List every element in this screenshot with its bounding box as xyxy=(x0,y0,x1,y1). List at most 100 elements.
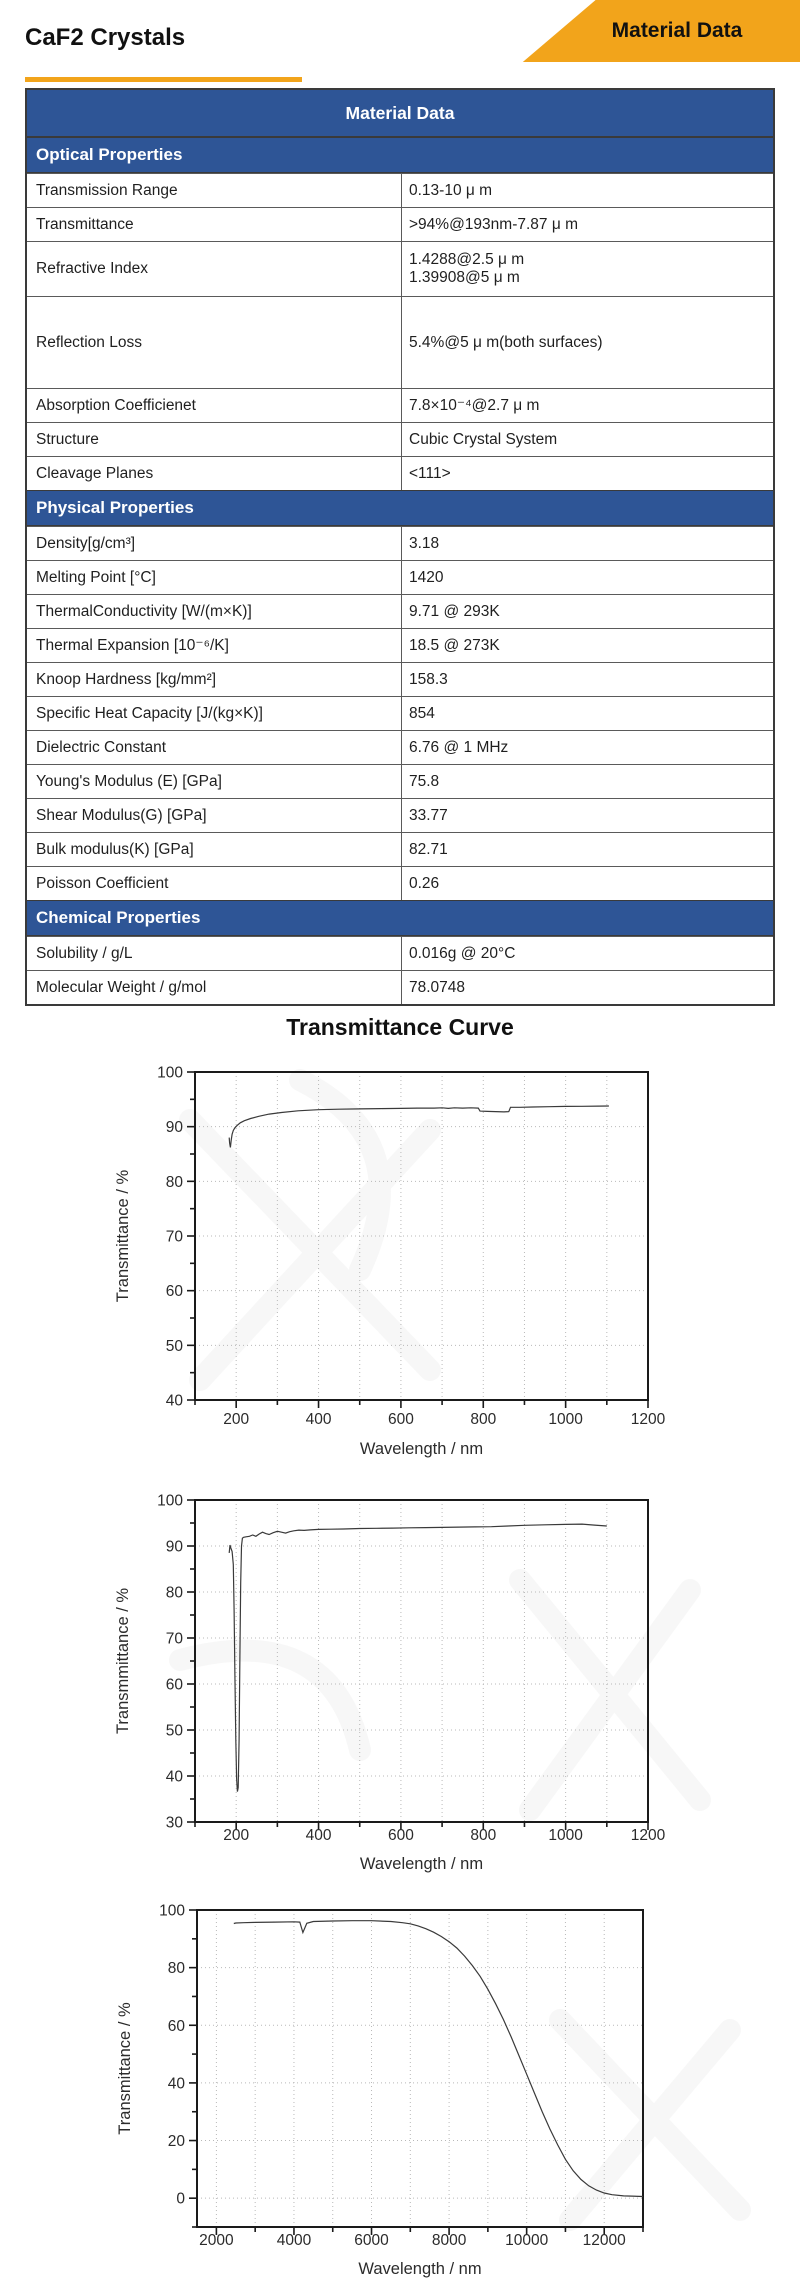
table-row-specific-heat-capacity-j-kg-k: Specific Heat Capacity [J/(kg×K)] 854 xyxy=(27,696,773,730)
row-label: ThermalConductivity [W/(m×K)] xyxy=(27,595,402,628)
svg-text:200: 200 xyxy=(223,1411,249,1428)
corner-ribbon: Material Data xyxy=(522,0,800,62)
row-value: 82.71 xyxy=(409,840,448,858)
row-label: Transmission Range xyxy=(27,174,402,207)
row-value: 78.0748 xyxy=(409,978,466,996)
svg-text:40: 40 xyxy=(166,1769,184,1786)
row-label: Bulk modulus(K) [GPa] xyxy=(27,833,402,866)
row-label: Thermal Expansion [10⁻⁶/K] xyxy=(27,629,402,662)
svg-text:8000: 8000 xyxy=(432,2232,467,2249)
row-value: 3.18 xyxy=(409,534,440,552)
row-label: Molecular Weight / g/mol xyxy=(27,971,402,1004)
x-axis-title: Wavelength / nm xyxy=(360,1855,483,1873)
svg-text:200: 200 xyxy=(223,1827,249,1844)
svg-text:400: 400 xyxy=(306,1827,332,1844)
y-axis-title: Transmmittance / % xyxy=(114,1588,132,1734)
table-row-transmission-range: Transmission Range 0.13-10 μ m xyxy=(27,173,773,207)
svg-text:1000: 1000 xyxy=(548,1411,583,1428)
svg-text:50: 50 xyxy=(166,1338,184,1355)
row-value: <111> xyxy=(409,464,451,482)
table-row-bulk-modulus-k-gpa: Bulk modulus(K) [GPa] 82.71 xyxy=(27,832,773,866)
chart-canvas-2: 200 400 600 800 1000 1200 30 40 50 60 70 80 90 100 Wav… xyxy=(114,1493,666,1874)
table-row-knoop-hardness-kg-mm: Knoop Hardness [kg/mm²] 158.3 xyxy=(27,662,773,696)
row-label: Shear Modulus(G) [GPa] xyxy=(27,799,402,832)
svg-text:70: 70 xyxy=(166,1229,184,1246)
table-row-shear-modulus-g-gpa: Shear Modulus(G) [GPa] 33.77 xyxy=(27,798,773,832)
table-row-structure: Structure Cubic Crystal System xyxy=(27,422,773,456)
svg-text:40: 40 xyxy=(166,1393,184,1410)
row-label: Young's Modulus (E) [GPa] xyxy=(27,765,402,798)
y-axis-title: Transmittance / % xyxy=(114,1170,132,1303)
svg-text:90: 90 xyxy=(166,1539,184,1556)
svg-text:100: 100 xyxy=(157,1065,183,1082)
svg-text:60: 60 xyxy=(166,1677,184,1694)
svg-text:100: 100 xyxy=(157,1493,183,1510)
svg-text:60: 60 xyxy=(166,1283,184,1300)
row-label: Dielectric Constant xyxy=(27,731,402,764)
row-value: 1.4288@2.5 μ m 1.39908@5 μ m xyxy=(409,251,525,286)
transmittance-chart-uv-vis-2: 200 400 600 800 1000 1200 30 40 50 60 70 80 90 100 Wav… xyxy=(0,1480,800,1875)
charts-section-title: Transmittance Curve xyxy=(286,1014,514,1040)
y-axis-title: Transmittance / % xyxy=(116,2002,134,2135)
row-value: >94%@193nm-7.87 μ m xyxy=(409,215,578,233)
table-row-poisson-coefficient: Poisson Coefficient 0.26 xyxy=(27,866,773,900)
svg-text:1200: 1200 xyxy=(631,1411,666,1428)
row-label: Specific Heat Capacity [J/(kg×K)] xyxy=(27,697,402,730)
row-value: 6.76 @ 1 MHz xyxy=(409,738,509,756)
section-header-chemical-properties: Chemical Properties xyxy=(27,900,773,936)
x-axis-title: Wavelength / nm xyxy=(358,2260,481,2278)
row-label: Density[g/cm³] xyxy=(27,527,402,560)
svg-text:50: 50 xyxy=(166,1723,184,1740)
svg-text:70: 70 xyxy=(166,1631,184,1648)
table-row-cleavage-planes: Cleavage Planes <111> xyxy=(27,456,773,490)
row-value: 1420 xyxy=(409,568,444,586)
row-value: 0.26 xyxy=(409,874,440,892)
row-value: 9.71 @ 293K xyxy=(409,602,500,620)
chart-canvas-3: 2000 4000 6000 8000 10000 12000 0 20 40 60 80 100 Wa… xyxy=(116,1903,644,2278)
title-underline xyxy=(25,77,302,82)
row-value: 33.77 xyxy=(409,806,448,824)
svg-text:30: 30 xyxy=(166,1815,184,1832)
row-value: 75.8 xyxy=(409,772,440,790)
row-value: 7.8×10⁻⁴@2.7 μ m xyxy=(409,397,540,414)
svg-text:600: 600 xyxy=(388,1827,414,1844)
svg-text:4000: 4000 xyxy=(277,2232,312,2249)
table-title: Material Data xyxy=(27,90,773,137)
chart-canvas-1: 200 400 600 800 1000 1200 40 50 60 70 80 90 100 Wavel… xyxy=(114,1065,666,1459)
svg-text:12000: 12000 xyxy=(583,2232,626,2249)
row-label: Solubility / g/L xyxy=(27,937,402,970)
row-label: Knoop Hardness [kg/mm²] xyxy=(27,663,402,696)
table-row-thermal-expansion-10-k: Thermal Expansion [10⁻⁶/K] 18.5 @ 273K xyxy=(27,628,773,662)
table-row-dielectric-constant: Dielectric Constant 6.76 @ 1 MHz xyxy=(27,730,773,764)
row-value: 0.016g @ 20°C xyxy=(409,944,516,962)
svg-text:0: 0 xyxy=(176,2191,185,2208)
row-label: Transmittance xyxy=(27,208,402,241)
svg-text:80: 80 xyxy=(166,1585,184,1602)
row-label: Cleavage Planes xyxy=(27,457,402,490)
svg-text:600: 600 xyxy=(388,1411,414,1428)
row-label: Structure xyxy=(27,423,402,456)
table-row-young-s-modulus-e-gpa: Young's Modulus (E) [GPa] 75.8 xyxy=(27,764,773,798)
table-row-transmittance: Transmittance >94%@193nm-7.87 μ m xyxy=(27,207,773,241)
table-row-solubility-g-l: Solubility / g/L 0.016g @ 20°C xyxy=(27,936,773,970)
table-row-reflection-loss: Reflection Loss 5.4%@5 μ m(both surfaces) xyxy=(27,296,773,388)
svg-text:10000: 10000 xyxy=(505,2232,548,2249)
section-header-physical-properties: Physical Properties xyxy=(27,490,773,526)
svg-text:1200: 1200 xyxy=(631,1827,666,1844)
svg-text:400: 400 xyxy=(306,1411,332,1428)
svg-text:1000: 1000 xyxy=(548,1827,583,1844)
table-row-thermalconductivity-w-m-k: ThermalConductivity [W/(m×K)] 9.71 @ 293K xyxy=(27,594,773,628)
row-label: Melting Point [°C] xyxy=(27,561,402,594)
row-value: 0.13-10 μ m xyxy=(409,181,493,199)
svg-text:80: 80 xyxy=(168,1960,186,1977)
row-label: Absorption Coefficienet xyxy=(27,389,402,422)
svg-text:80: 80 xyxy=(166,1174,184,1191)
svg-text:90: 90 xyxy=(166,1119,184,1136)
table-row-refractive-index: Refractive Index 1.4288@2.5 μ m 1.39908@5… xyxy=(27,241,773,296)
table-row-density-g-cm: Density[g/cm³] 3.18 xyxy=(27,526,773,560)
section-header-optical-properties: Optical Properties xyxy=(27,137,773,173)
svg-text:40: 40 xyxy=(168,2075,186,2092)
transmittance-chart-uv-vis: 200 400 600 800 1000 1200 40 50 60 70 80 90 100 Wavel… xyxy=(0,1050,800,1480)
table-row-absorption-coefficienet: Absorption Coefficienet 7.8×10⁻⁴@2.7 μ m xyxy=(27,388,773,422)
